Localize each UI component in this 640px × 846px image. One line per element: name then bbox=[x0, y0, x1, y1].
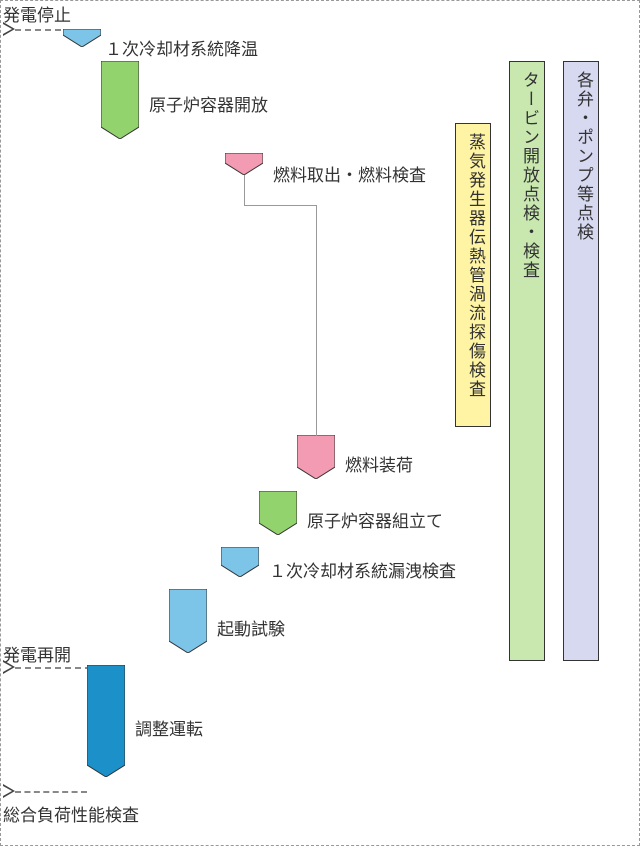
marker-final-dash bbox=[15, 791, 87, 793]
bar-ect-label: 蒸気発生器伝熱管渦流探傷検査 bbox=[463, 133, 488, 399]
bar-turb-label: タービン開放点検・検査 bbox=[517, 71, 542, 280]
s3-label: 燃料取出・燃料検査 bbox=[273, 161, 426, 186]
connector-s3-s4 bbox=[316, 205, 317, 436]
connector-s3-s4 bbox=[244, 175, 245, 206]
diagram-stage: 発電停止発電再開総合負荷性能検査１次冷却材系統降温原子炉容器開放燃料取出・燃料検… bbox=[0, 0, 640, 846]
s4-block bbox=[297, 435, 335, 479]
s8-block bbox=[87, 665, 125, 777]
marker-restart-triangle-inner bbox=[3, 662, 12, 672]
s3-block bbox=[225, 153, 263, 175]
s5-label: 原子炉容器組立て bbox=[307, 507, 443, 532]
s4-label: 燃料装荷 bbox=[345, 451, 413, 476]
s7-label: 起動試験 bbox=[217, 615, 285, 640]
marker-final-triangle-inner bbox=[3, 786, 12, 796]
s6-block bbox=[221, 547, 259, 577]
marker-stop-triangle-inner bbox=[3, 24, 12, 34]
s5-block bbox=[259, 491, 297, 535]
s1-label: １次冷却材系統降温 bbox=[105, 35, 258, 60]
s6-label: １次冷却材系統漏洩検査 bbox=[269, 557, 456, 582]
bar-valve-label: 各弁・ポンプ等点検 bbox=[571, 71, 596, 242]
marker-final-label: 総合負荷性能検査 bbox=[3, 801, 139, 826]
s2-block bbox=[101, 61, 139, 139]
s7-block bbox=[169, 589, 207, 653]
s8-label: 調整運転 bbox=[135, 715, 203, 740]
s2-label: 原子炉容器開放 bbox=[149, 91, 268, 116]
s1-block bbox=[63, 29, 101, 47]
connector-s3-s4 bbox=[244, 205, 317, 206]
